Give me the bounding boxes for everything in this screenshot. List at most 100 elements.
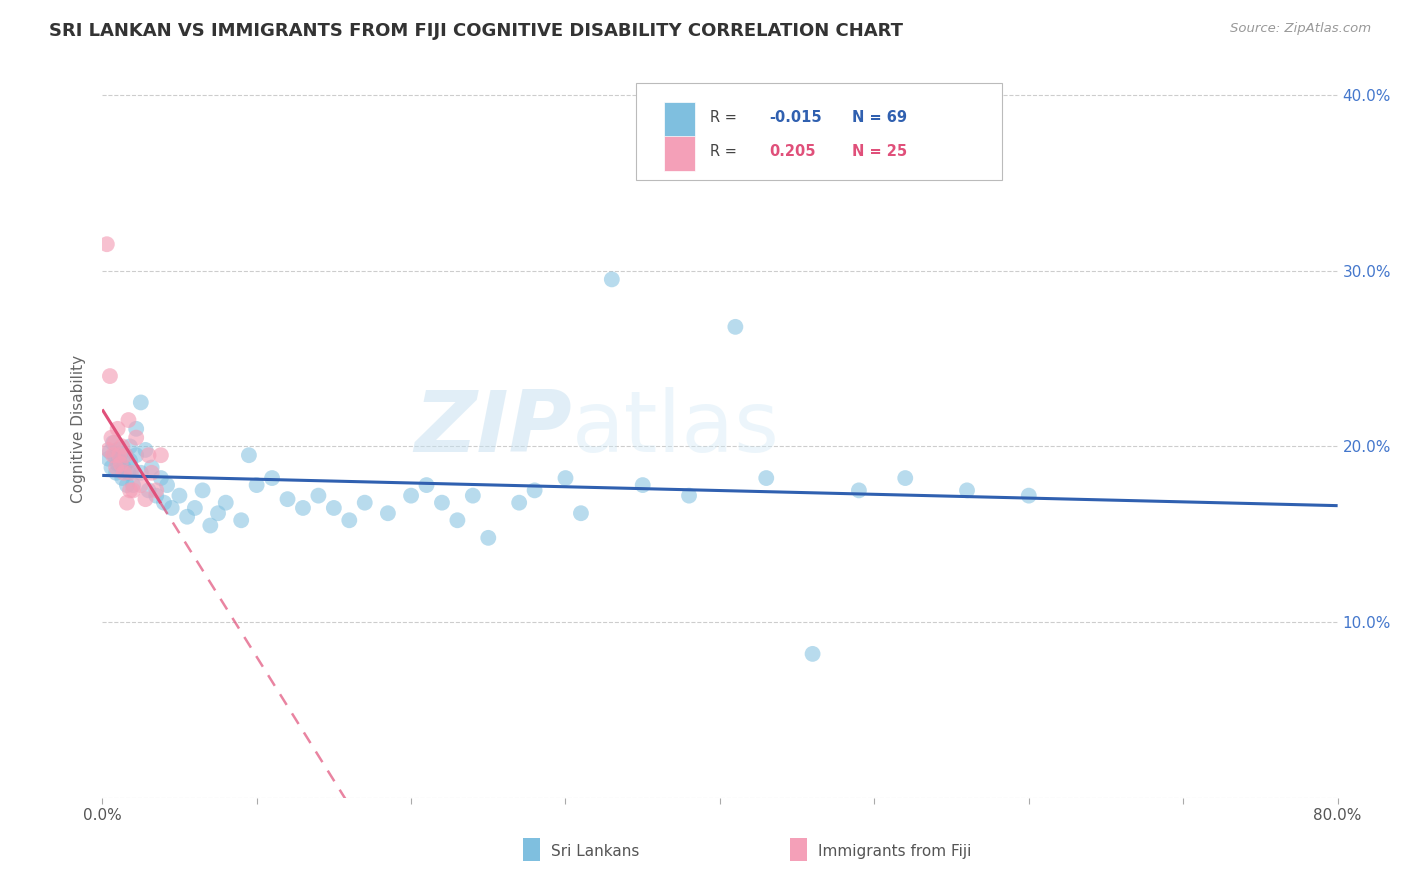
Point bbox=[107, 422, 129, 436]
Point bbox=[755, 471, 778, 485]
Point bbox=[176, 509, 198, 524]
Point bbox=[461, 489, 484, 503]
Point bbox=[111, 439, 134, 453]
Point bbox=[600, 272, 623, 286]
Point bbox=[112, 460, 135, 475]
Point bbox=[956, 483, 979, 498]
Point bbox=[156, 478, 179, 492]
Text: Sri Lankans: Sri Lankans bbox=[551, 845, 640, 859]
Point bbox=[105, 466, 128, 480]
Point bbox=[108, 453, 131, 467]
Point bbox=[98, 444, 121, 458]
Point bbox=[100, 460, 122, 475]
Point bbox=[724, 319, 747, 334]
Point bbox=[238, 448, 260, 462]
FancyBboxPatch shape bbox=[664, 136, 695, 171]
Point bbox=[118, 483, 141, 498]
Point bbox=[121, 466, 143, 480]
Point bbox=[160, 500, 183, 515]
Point bbox=[115, 478, 138, 492]
Point bbox=[415, 478, 437, 492]
Point bbox=[103, 448, 125, 462]
Text: N = 25: N = 25 bbox=[852, 145, 907, 159]
Point bbox=[153, 496, 176, 510]
Point bbox=[141, 466, 163, 480]
Point bbox=[129, 395, 152, 409]
Point bbox=[115, 496, 138, 510]
Point bbox=[231, 513, 253, 527]
Point bbox=[98, 369, 121, 384]
Y-axis label: Cognitive Disability: Cognitive Disability bbox=[72, 355, 86, 503]
Point bbox=[138, 483, 160, 498]
Point bbox=[276, 492, 298, 507]
Point bbox=[430, 496, 453, 510]
Text: Immigrants from Fiji: Immigrants from Fiji bbox=[818, 845, 972, 859]
Point bbox=[107, 457, 129, 471]
Point bbox=[291, 500, 314, 515]
Point bbox=[110, 457, 132, 471]
Point bbox=[207, 506, 229, 520]
Point bbox=[118, 439, 141, 453]
Text: Source: ZipAtlas.com: Source: ZipAtlas.com bbox=[1230, 22, 1371, 36]
Point bbox=[129, 478, 152, 492]
Point bbox=[200, 518, 222, 533]
Text: -0.015: -0.015 bbox=[769, 111, 823, 125]
Point bbox=[96, 237, 118, 252]
Point bbox=[138, 448, 160, 462]
Point bbox=[145, 483, 167, 498]
Point bbox=[353, 496, 375, 510]
FancyBboxPatch shape bbox=[664, 102, 695, 137]
Point bbox=[149, 471, 172, 485]
Point bbox=[125, 431, 148, 445]
Point bbox=[114, 448, 136, 462]
Point bbox=[122, 483, 145, 498]
Point bbox=[262, 471, 284, 485]
Point bbox=[246, 478, 269, 492]
Point bbox=[125, 422, 148, 436]
Point bbox=[307, 489, 329, 503]
Point bbox=[894, 471, 917, 485]
Point bbox=[337, 513, 360, 527]
Point bbox=[554, 471, 576, 485]
Point bbox=[1018, 489, 1040, 503]
Point bbox=[111, 471, 134, 485]
Point bbox=[134, 442, 156, 457]
Point bbox=[191, 483, 214, 498]
Point bbox=[117, 413, 139, 427]
Point bbox=[848, 483, 870, 498]
Text: 0.205: 0.205 bbox=[769, 145, 815, 159]
Point bbox=[114, 448, 136, 462]
Point bbox=[129, 466, 152, 480]
Point bbox=[101, 436, 124, 450]
Point bbox=[149, 448, 172, 462]
Text: ZIP: ZIP bbox=[413, 387, 572, 470]
FancyBboxPatch shape bbox=[636, 83, 1001, 180]
Text: R =: R = bbox=[710, 145, 741, 159]
Point bbox=[112, 466, 135, 480]
Point bbox=[97, 442, 120, 457]
Point bbox=[801, 647, 824, 661]
Point bbox=[103, 436, 125, 450]
Text: N = 69: N = 69 bbox=[852, 111, 907, 125]
Text: R =: R = bbox=[710, 111, 741, 125]
Point bbox=[121, 462, 143, 476]
Point bbox=[107, 442, 129, 457]
Point bbox=[377, 506, 399, 520]
Point bbox=[117, 466, 139, 480]
Point bbox=[477, 531, 499, 545]
Point bbox=[169, 489, 191, 503]
Point bbox=[322, 500, 344, 515]
Point bbox=[145, 489, 167, 503]
Point bbox=[446, 513, 468, 527]
Text: atlas: atlas bbox=[572, 387, 780, 470]
Point bbox=[101, 448, 124, 462]
Point bbox=[110, 446, 132, 460]
Point bbox=[100, 431, 122, 445]
Point bbox=[523, 483, 546, 498]
Text: SRI LANKAN VS IMMIGRANTS FROM FIJI COGNITIVE DISABILITY CORRELATION CHART: SRI LANKAN VS IMMIGRANTS FROM FIJI COGNI… bbox=[49, 22, 903, 40]
Point bbox=[631, 478, 654, 492]
Point bbox=[122, 478, 145, 492]
Point bbox=[97, 451, 120, 466]
Point bbox=[399, 489, 422, 503]
Point bbox=[184, 500, 207, 515]
